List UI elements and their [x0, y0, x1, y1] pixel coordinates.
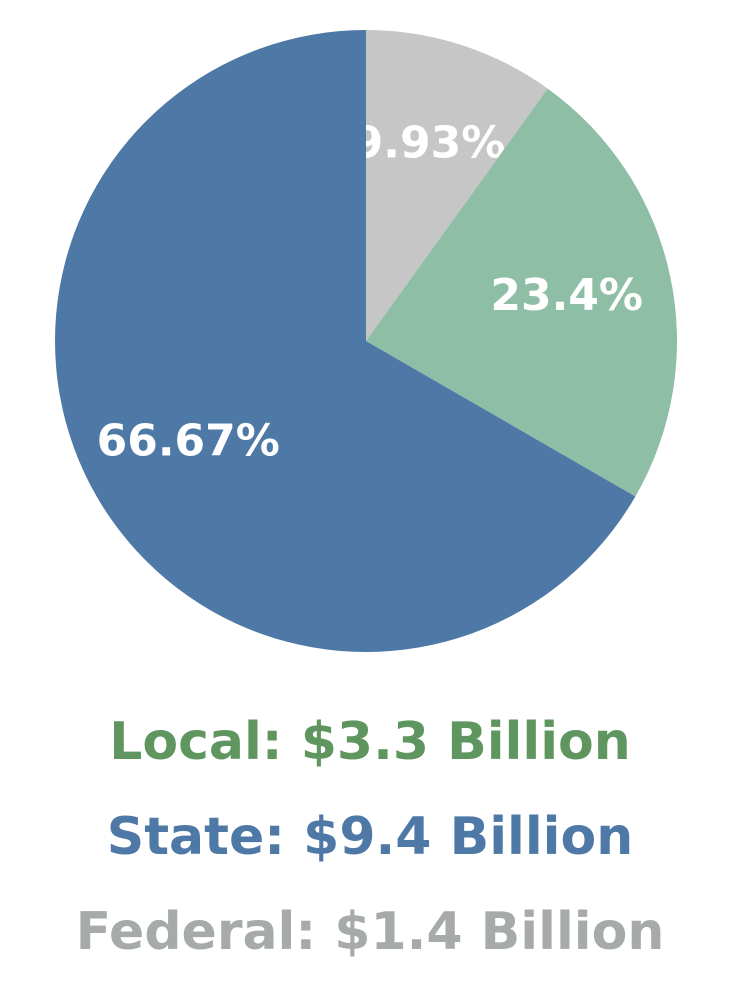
- legend-text: Federal: $1.4 Billion: [76, 902, 665, 962]
- slice-label: 9.93%: [353, 118, 506, 169]
- slice-label: 66.67%: [97, 416, 280, 467]
- pie-slice: [366, 88, 677, 497]
- slice-label: 23.4%: [490, 270, 643, 321]
- legend-text: State: $9.4 Billion: [107, 807, 634, 867]
- pie-slice: [366, 30, 548, 341]
- pie-slice: [55, 30, 636, 652]
- legend-text: Local: $3.3 Billion: [109, 712, 631, 772]
